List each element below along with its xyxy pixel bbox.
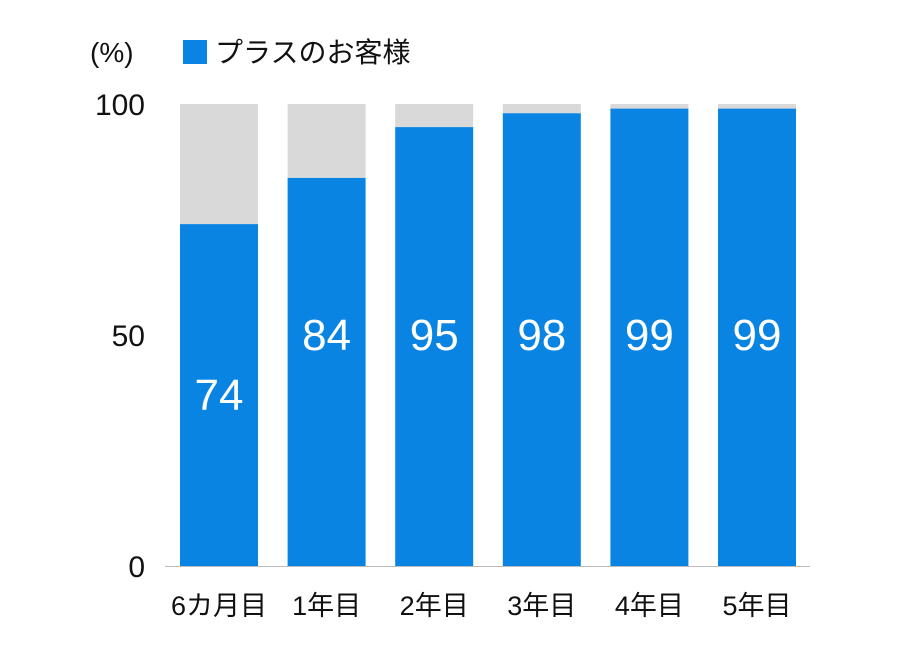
y-unit-label: (%): [90, 37, 134, 68]
bar: [502, 113, 581, 567]
y-tick-label: 100: [95, 89, 145, 122]
data-label: 98: [517, 311, 566, 360]
bar: [718, 108, 796, 567]
bar-remainder: [502, 104, 581, 114]
bar-remainder: [287, 104, 366, 178]
x-tick-label: 5年目: [722, 591, 791, 621]
y-tick-label: 50: [112, 320, 145, 353]
bar-remainder: [718, 104, 796, 109]
x-tick-label: 1年目: [292, 591, 361, 621]
bar: [395, 127, 474, 566]
bar-remainder: [395, 104, 474, 128]
data-label: 95: [410, 311, 459, 360]
legend-swatch: [183, 40, 207, 64]
bar: [610, 108, 689, 567]
bar-remainder: [180, 104, 258, 225]
x-tick-label: 4年目: [615, 591, 684, 621]
x-tick-label: 6カ月目: [171, 591, 267, 621]
x-tick-label: 3年目: [507, 591, 576, 621]
data-label: 84: [302, 311, 351, 360]
x-tick-label: 2年目: [400, 591, 469, 621]
bar: [287, 177, 366, 567]
data-label: 74: [195, 371, 244, 420]
bar: [180, 224, 258, 566]
data-label: 99: [733, 311, 782, 360]
legend-label: プラスのお客様: [215, 37, 410, 68]
y-tick-label: 0: [128, 551, 145, 584]
data-label: 99: [625, 311, 674, 360]
bar-remainder: [610, 104, 689, 109]
